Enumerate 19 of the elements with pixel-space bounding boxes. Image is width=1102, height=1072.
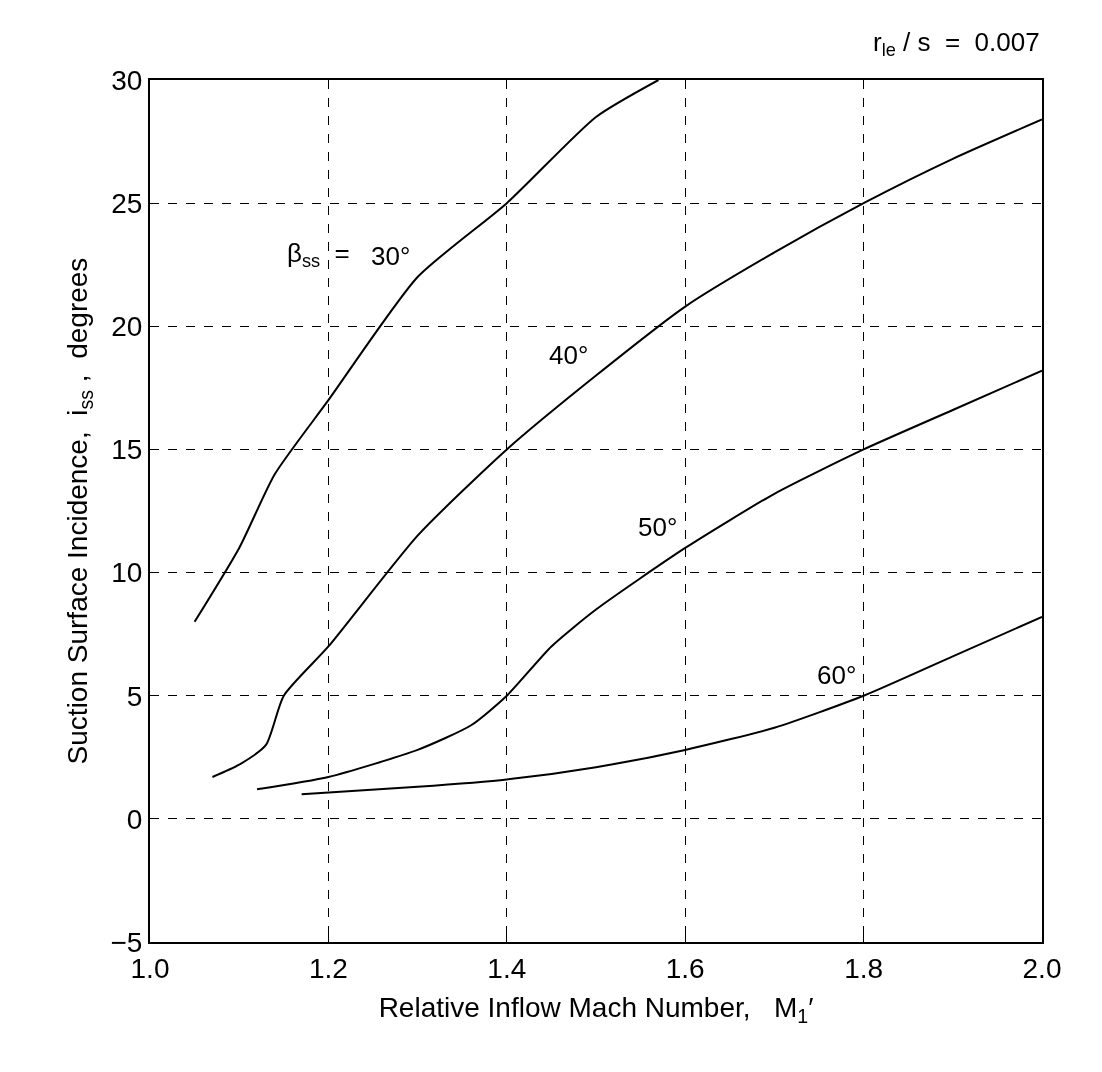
y-tick-label: 30 <box>111 64 143 96</box>
y-tick-label: 5 <box>126 680 143 712</box>
x-tick-label: 1.6 <box>665 952 705 984</box>
x-tick-label: 1.2 <box>308 952 348 984</box>
x-tick-label: 2.0 <box>1022 952 1062 984</box>
series-label: 30° <box>371 241 411 271</box>
x-tick-label: 1.8 <box>844 952 884 984</box>
y-tick-label: 0 <box>126 803 143 835</box>
x-axis-title: Relative Inflow Mach Number, M$_{1}$′ <box>378 992 814 1028</box>
y-tick-label: 10 <box>111 557 143 589</box>
series-label: 50° <box>638 512 678 542</box>
annotation: β$_{ss}$ = <box>287 238 350 272</box>
y-tick-label: 25 <box>111 187 143 219</box>
y-tick-label: 20 <box>111 311 143 343</box>
series-label: 40° <box>549 340 589 370</box>
x-tick-label: 1.4 <box>487 952 527 984</box>
text: r$_{le}$ / s = 0.007 <box>873 27 1040 61</box>
series-label: 60° <box>817 660 857 690</box>
y-tick-label: 15 <box>111 434 143 466</box>
